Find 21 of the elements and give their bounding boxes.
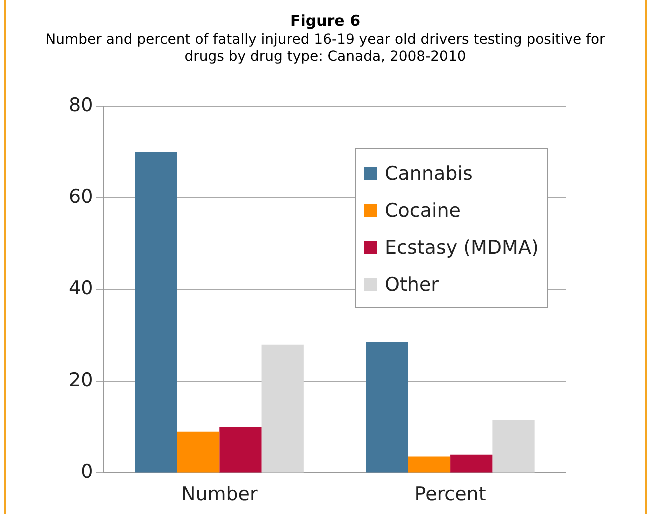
chart-subtitle: Number and percent of fatally injured 16-19 year old drivers testing positive for drugs by drug type: Canada, 2008-2010 (46, 32, 606, 66)
bar (220, 427, 262, 473)
bar (262, 344, 304, 473)
legend-label: Ecstasy (MDMA) (385, 236, 539, 259)
y-tick-label: 40 (68, 278, 94, 300)
bar (450, 454, 493, 473)
x-tick-label: Percent (414, 484, 486, 506)
bar (135, 152, 178, 473)
y-tick-label: 20 (68, 369, 94, 392)
legend-label: Cannabis (385, 162, 473, 185)
chart-title: Figure 6 (289, 12, 362, 30)
bar (366, 342, 408, 473)
bar (492, 420, 535, 473)
y-tick-label: 80 (68, 94, 94, 116)
legend-label: Cocaine (385, 200, 461, 222)
legend-label: Other (385, 274, 439, 296)
bar (408, 456, 451, 473)
y-tick-label: 60 (68, 186, 94, 208)
bar (177, 432, 220, 473)
y-tick-label: 0 (81, 461, 94, 484)
x-tick-label: Number (181, 484, 258, 506)
